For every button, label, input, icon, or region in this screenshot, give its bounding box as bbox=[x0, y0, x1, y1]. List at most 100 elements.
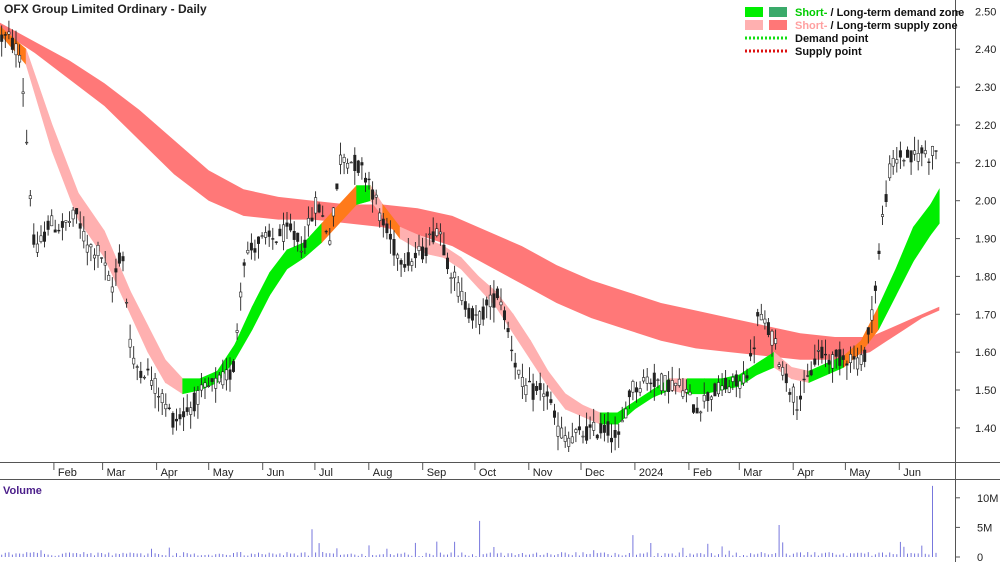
candle-body bbox=[18, 54, 22, 63]
candle-body bbox=[934, 150, 938, 152]
candle-body bbox=[192, 392, 196, 412]
candle-body bbox=[25, 141, 29, 144]
candle-body bbox=[741, 373, 745, 384]
candle-body bbox=[699, 411, 703, 414]
candle-body bbox=[909, 150, 913, 163]
candle-body bbox=[642, 377, 646, 382]
candle-body bbox=[563, 435, 567, 442]
volume-title: Volume bbox=[3, 485, 42, 497]
candle-body bbox=[688, 391, 692, 396]
volume-tick-label: 10M bbox=[977, 493, 998, 505]
candle-body bbox=[267, 230, 271, 237]
candle-body bbox=[75, 208, 79, 215]
candle-body bbox=[403, 264, 407, 268]
candle-body bbox=[125, 301, 129, 304]
candle-body bbox=[510, 349, 514, 352]
candle-body bbox=[502, 310, 506, 321]
candle-body bbox=[392, 239, 396, 256]
candle-body bbox=[406, 252, 410, 266]
candle-body bbox=[85, 244, 89, 253]
candle-body bbox=[431, 231, 435, 243]
candle-body bbox=[724, 377, 728, 390]
candle-body bbox=[549, 399, 553, 403]
time-tick-label: Jul bbox=[319, 467, 333, 479]
candle-body bbox=[809, 370, 813, 376]
candle-body bbox=[588, 424, 592, 428]
candle-body bbox=[139, 370, 143, 378]
candle-body bbox=[338, 154, 342, 165]
candle-body bbox=[363, 177, 367, 183]
candle-body bbox=[349, 161, 353, 164]
price-tick-label: 2.00 bbox=[975, 196, 996, 208]
candle-body bbox=[153, 378, 157, 394]
candle-body bbox=[791, 386, 795, 403]
candle-body bbox=[560, 427, 564, 439]
candle-body bbox=[848, 354, 852, 363]
candle-body bbox=[831, 354, 835, 369]
candle-body bbox=[556, 425, 560, 437]
legend-long-text: Long-term demand zone bbox=[837, 7, 965, 19]
legend-swatch-short bbox=[745, 7, 763, 17]
candle-body bbox=[827, 359, 831, 365]
candle-body bbox=[10, 37, 14, 50]
candle-body bbox=[880, 214, 884, 217]
candle-body bbox=[798, 395, 802, 400]
candle-body bbox=[428, 233, 432, 236]
candle-body bbox=[820, 346, 824, 359]
candle-body bbox=[905, 149, 909, 158]
candle-body bbox=[488, 294, 492, 308]
candle-body bbox=[335, 183, 339, 190]
candle-body bbox=[321, 215, 325, 217]
price-tick-label: 1.90 bbox=[975, 234, 996, 246]
candle-body bbox=[292, 231, 296, 240]
candle-body bbox=[289, 223, 293, 231]
candle-body bbox=[567, 437, 571, 447]
candle-body bbox=[371, 189, 375, 200]
candle-body bbox=[356, 160, 360, 173]
candle-body bbox=[542, 393, 546, 397]
candle-body bbox=[520, 376, 524, 387]
candle-body bbox=[68, 221, 72, 223]
legend-swatch-short bbox=[745, 20, 763, 30]
price-tick-label: 2.20 bbox=[975, 120, 996, 132]
candle-body bbox=[221, 371, 225, 386]
candle-body bbox=[659, 373, 663, 391]
candle-body bbox=[253, 248, 257, 253]
candle-body bbox=[474, 314, 478, 316]
candle-body bbox=[89, 244, 93, 248]
candle-body bbox=[232, 361, 236, 372]
candle-body bbox=[249, 242, 253, 251]
candle-body bbox=[260, 235, 264, 237]
candle-body bbox=[599, 423, 603, 434]
candle-body bbox=[210, 378, 214, 382]
candle-body bbox=[306, 218, 310, 226]
candle-body bbox=[716, 382, 720, 395]
candle-body bbox=[863, 349, 867, 362]
candle-body bbox=[224, 369, 228, 381]
candle-body bbox=[417, 246, 421, 251]
candle-body bbox=[175, 418, 179, 422]
candle-body bbox=[164, 403, 168, 410]
candle-body bbox=[517, 369, 521, 375]
candle-body bbox=[859, 354, 863, 365]
candle-body bbox=[898, 150, 902, 158]
candle-body bbox=[663, 375, 667, 392]
candle-body bbox=[114, 268, 118, 273]
candle-body bbox=[624, 408, 628, 419]
candle-body bbox=[96, 245, 100, 257]
candle-body bbox=[545, 391, 549, 397]
candle-body bbox=[930, 146, 934, 156]
candle-body bbox=[631, 381, 635, 393]
candle-body bbox=[93, 254, 97, 259]
candle-body bbox=[506, 328, 510, 333]
candle-body bbox=[142, 376, 146, 379]
candle-body bbox=[749, 353, 753, 357]
candle-body bbox=[838, 349, 842, 366]
candle-body bbox=[271, 238, 275, 240]
time-tick-label: Oct bbox=[479, 467, 496, 479]
candle-body bbox=[485, 299, 489, 306]
candle-body bbox=[146, 368, 150, 371]
price-tick-label: 2.40 bbox=[975, 44, 996, 56]
candle-body bbox=[399, 260, 403, 265]
